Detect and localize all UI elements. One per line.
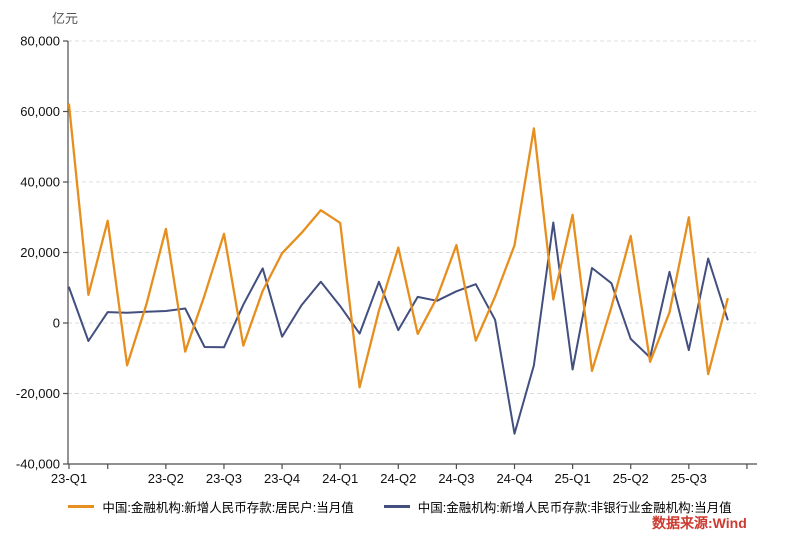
x-axis-label: 23-Q1 (51, 471, 87, 486)
nonbank-line-swatch (383, 505, 410, 508)
x-axis-label: 25-Q1 (555, 471, 591, 486)
x-axis-label: 24-Q1 (322, 471, 358, 486)
y-axis-label: 60,000 (20, 104, 60, 119)
x-axis-label: 25-Q3 (671, 471, 707, 486)
data-source-note: 数据来源:Wind (652, 515, 747, 531)
x-axis-label: 23-Q2 (148, 471, 184, 486)
x-axis-label: 25-Q2 (613, 471, 649, 486)
household-line-swatch (68, 505, 95, 508)
x-axis-label: 24-Q2 (380, 471, 416, 486)
x-axis-label: 24-Q4 (496, 471, 532, 486)
chart-legend: 中国:金融机构:新增人民币存款:居民户:当月值 中国:金融机构:新增人民币存款:… (0, 497, 800, 516)
series-nonbank-line (68, 221, 729, 435)
y-axis-unit-label: 亿元 (52, 11, 79, 26)
legend-item-household: 中国:金融机构:新增人民币存款:居民户:当月值 (68, 497, 354, 516)
y-axis-label: 20,000 (20, 245, 60, 260)
legend-item-nonbank: 中国:金融机构:新增人民币存款:非银行业金融机构:当月值 (383, 497, 732, 516)
x-axis-label: 23-Q4 (264, 471, 300, 486)
y-axis-label: 40,000 (20, 175, 60, 190)
legend-label-household: 中国:金融机构:新增人民币存款:居民户:当月值 (102, 501, 354, 515)
y-axis-label: 0 (53, 316, 60, 331)
x-axis-label: 23-Q3 (206, 471, 242, 486)
x-axis-label: 24-Q3 (438, 471, 474, 486)
y-axis-label: 80,000 (20, 34, 60, 49)
y-axis-label: -40,000 (16, 457, 60, 472)
y-axis-label: -20,000 (16, 386, 60, 401)
series-household-line (67, 103, 729, 389)
legend-label-nonbank: 中国:金融机构:新增人民币存款:非银行业金融机构:当月值 (417, 501, 732, 515)
